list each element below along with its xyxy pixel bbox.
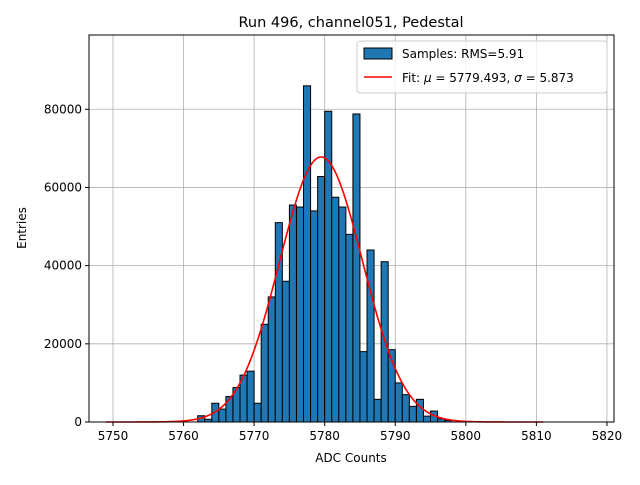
histogram-bar: [408, 405, 417, 423]
histogram-bar: [295, 206, 305, 423]
chart-title: Run 496, channel051, Pedestal: [238, 15, 463, 31]
y-tick-label: 40000: [44, 259, 82, 273]
plot-frame: [88, 34, 615, 423]
histogram-bar: [338, 206, 347, 423]
histogram-bar: [415, 398, 424, 423]
y-tick-label: 20000: [44, 337, 82, 351]
histogram-bar: [422, 415, 432, 423]
histogram-bar: [394, 382, 403, 423]
histogram-bar: [359, 351, 368, 423]
histogram-bar: [246, 370, 255, 423]
histogram-bar: [366, 249, 375, 423]
x-axis-ticks: 5750 5760 5770 5780 5790 5800 5810 5820: [98, 422, 622, 443]
legend-bar-swatch: [363, 47, 393, 60]
legend-samples-label: Samples: RMS=5.91: [402, 47, 524, 61]
legend-box: [356, 40, 608, 94]
x-tick-label: 5800: [451, 429, 482, 443]
y-tick-label: 80000: [44, 102, 82, 116]
x-tick-label: 5820: [592, 429, 623, 443]
histogram-bar: [310, 210, 319, 423]
y-axis-label: Entries: [15, 207, 29, 249]
histogram-bar: [218, 408, 227, 423]
histogram-bar: [267, 296, 276, 423]
y-tick-label: 0: [74, 415, 82, 429]
histogram-bar: [373, 398, 382, 423]
histogram-bar: [345, 233, 354, 423]
histogram-bar: [225, 396, 234, 423]
y-tick-label: 60000: [44, 180, 82, 194]
histogram-bar: [331, 196, 340, 423]
x-tick-label: 5750: [98, 429, 129, 443]
histogram-bar: [303, 85, 312, 423]
histogram-bar: [253, 402, 262, 423]
legend: Samples: RMS=5.91 Fit: μ = 5779.493, σ =…: [356, 40, 608, 94]
histogram-bar: [352, 113, 361, 423]
histogram-bar: [260, 323, 269, 423]
legend-fit-mu-value: = 5779.493,: [432, 71, 515, 85]
x-tick-label: 5810: [521, 429, 552, 443]
legend-fit-sigma-symbol: σ: [514, 71, 522, 85]
legend-fit-mu-symbol: μ: [423, 71, 432, 85]
x-tick-label: 5780: [309, 429, 340, 443]
legend-fit-sigma-value: = 5.873: [522, 71, 574, 85]
histogram-bar: [317, 176, 326, 423]
histogram-bar: [288, 204, 297, 423]
histogram-bar: [281, 280, 290, 423]
x-tick-label: 5790: [380, 429, 411, 443]
legend-fit-prefix: Fit:: [402, 71, 424, 85]
x-tick-label: 5770: [239, 429, 270, 443]
x-axis-label: ADC Counts: [315, 451, 387, 465]
y-axis-ticks: 0 20000 40000 60000 80000: [44, 102, 89, 429]
x-tick-label: 5760: [168, 429, 199, 443]
legend-fit-label: Fit: μ = 5779.493, σ = 5.873: [402, 71, 574, 85]
histogram-bar: [401, 394, 410, 423]
